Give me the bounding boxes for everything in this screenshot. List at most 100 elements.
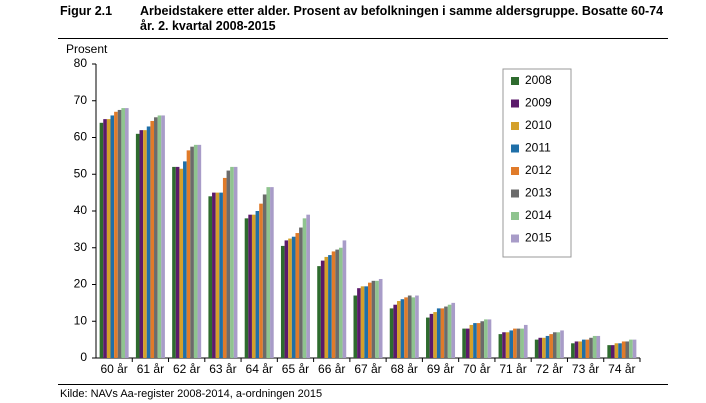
- legend-label: 2010: [525, 118, 552, 132]
- x-tick-label: 68 år: [391, 362, 418, 376]
- bar: [139, 130, 144, 358]
- legend-label: 2013: [525, 186, 552, 200]
- bar: [208, 196, 213, 358]
- y-axis-label: Prosent: [66, 42, 108, 56]
- bar: [270, 187, 274, 358]
- bar: [589, 337, 593, 358]
- y-tick-label: 70: [74, 93, 88, 107]
- bar: [375, 280, 379, 358]
- legend-label: 2012: [525, 163, 552, 177]
- bar: [433, 312, 437, 358]
- bar: [284, 240, 289, 358]
- title-rule: [58, 38, 668, 39]
- bar: [436, 308, 441, 358]
- x-tick-label: 71 år: [499, 362, 526, 376]
- bar: [516, 328, 521, 358]
- bar: [157, 115, 162, 358]
- bar: [523, 324, 528, 358]
- bar: [342, 240, 347, 358]
- bar: [440, 308, 445, 358]
- bar: [534, 339, 539, 358]
- bar: [175, 166, 180, 358]
- bar: [251, 214, 256, 358]
- bar: [291, 236, 296, 358]
- bar: [364, 286, 368, 358]
- bar: [295, 233, 300, 358]
- x-tick-label: 66 år: [318, 362, 345, 376]
- bar: [302, 218, 307, 358]
- bar: [368, 282, 372, 358]
- y-tick-label: 60: [74, 130, 88, 144]
- bar: [103, 119, 107, 358]
- bar: [476, 323, 481, 358]
- bar: [317, 266, 321, 358]
- legend-swatch: [511, 77, 519, 85]
- bar: [560, 330, 564, 358]
- bar: [371, 280, 376, 358]
- bar: [233, 166, 238, 358]
- x-tick-label: 73 år: [572, 362, 599, 376]
- x-tick-label: 65 år: [282, 362, 309, 376]
- bar: [625, 341, 630, 358]
- bar: [248, 214, 252, 358]
- y-tick-label: 80: [74, 56, 88, 70]
- y-tick-label: 20: [74, 277, 88, 291]
- y-tick-label: 50: [74, 166, 88, 180]
- bar: [542, 337, 546, 358]
- y-tick-label: 10: [74, 313, 88, 327]
- x-tick-label: 62 år: [173, 362, 200, 376]
- legend-label: 2014: [525, 208, 552, 222]
- bar: [426, 317, 430, 358]
- legend-label: 2011: [525, 141, 551, 155]
- bar: [110, 115, 115, 358]
- bar: [505, 332, 510, 358]
- bar: [219, 192, 223, 358]
- bar: [571, 343, 575, 358]
- legend-label: 2015: [525, 231, 552, 245]
- bar: [407, 295, 412, 358]
- bar: [411, 297, 416, 358]
- bar: [538, 337, 543, 358]
- bar: [585, 339, 590, 358]
- bar: [397, 301, 401, 358]
- legend-swatch: [511, 234, 519, 243]
- bar: [610, 345, 615, 358]
- bar: [306, 214, 310, 358]
- bar: [259, 203, 263, 358]
- x-tick-label: 72 år: [536, 362, 563, 376]
- bar: [193, 144, 198, 358]
- bar: [596, 335, 601, 358]
- bar: [183, 161, 187, 358]
- x-tick-label: 74 år: [608, 362, 635, 376]
- bar: [389, 308, 394, 358]
- bar: [487, 319, 492, 358]
- legend-swatch: [511, 99, 519, 108]
- legend-swatch: [511, 122, 519, 130]
- bar: [621, 341, 626, 358]
- bar: [117, 109, 122, 358]
- x-tick-label: 70 år: [463, 362, 490, 376]
- bar: [215, 192, 220, 358]
- bar: [607, 345, 611, 358]
- bar: [266, 187, 271, 358]
- bar: [125, 108, 129, 358]
- bar: [288, 238, 292, 358]
- bar: [146, 126, 151, 358]
- x-tick-label: 69 år: [427, 362, 454, 376]
- bar: [186, 150, 191, 358]
- bar: [255, 211, 260, 358]
- bar: [429, 313, 434, 358]
- bar: [552, 332, 557, 358]
- x-tick-label: 61 år: [137, 362, 164, 376]
- bar: [469, 324, 474, 358]
- y-tick-label: 40: [74, 203, 88, 217]
- bar: [172, 166, 176, 358]
- x-tick-label: 60 år: [100, 362, 127, 376]
- bar: [226, 170, 231, 358]
- legend-swatch: [511, 189, 519, 198]
- bar: [480, 321, 485, 358]
- bar: [143, 130, 147, 358]
- bar: [549, 334, 553, 358]
- bar: [632, 339, 637, 358]
- bar: [161, 115, 165, 358]
